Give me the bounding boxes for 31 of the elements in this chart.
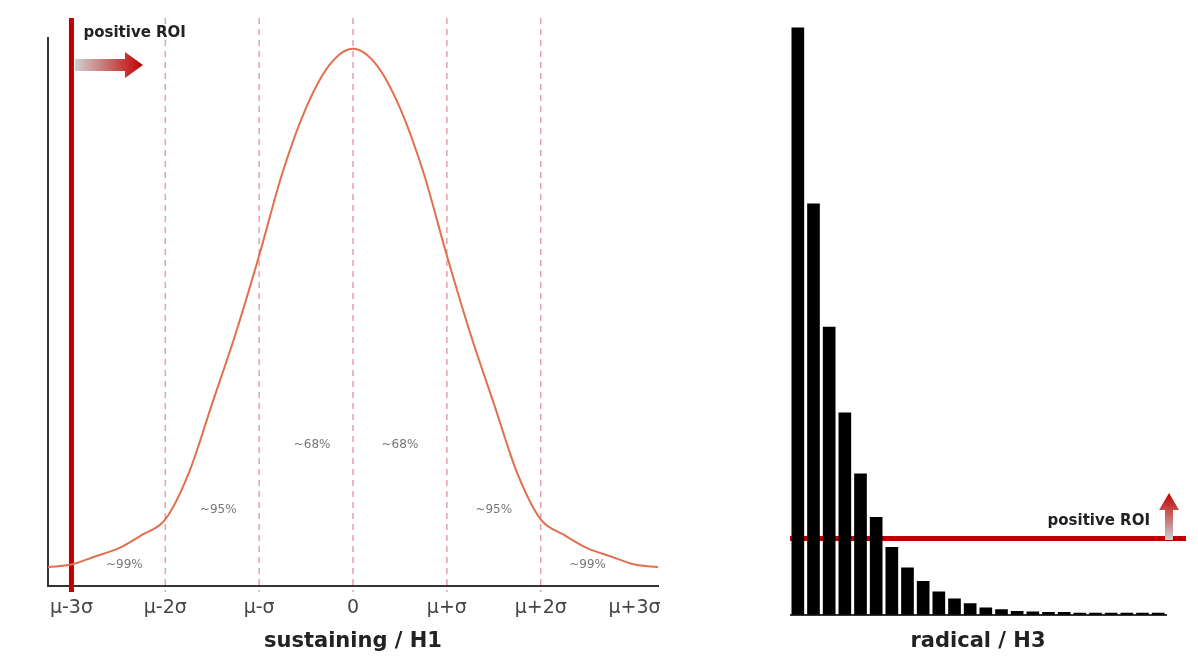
x-axis-title: radical / H3 — [910, 627, 1046, 652]
bar — [901, 567, 914, 615]
ref-line-label: positive ROI — [83, 23, 186, 42]
bar — [854, 473, 867, 615]
x-tick-label: μ+3σ — [608, 595, 661, 618]
bar — [932, 591, 946, 615]
annotation: ~68% — [381, 436, 419, 451]
x-tick-label: 0 — [346, 595, 360, 618]
annotation: ~68% — [293, 436, 331, 451]
bar — [885, 546, 899, 615]
bar — [822, 326, 836, 615]
bar — [979, 607, 993, 615]
bar — [807, 203, 820, 615]
ref-line-label: positive ROI — [1047, 510, 1150, 529]
bar — [948, 598, 961, 615]
bar — [791, 27, 805, 615]
bar — [963, 603, 977, 615]
bar — [995, 609, 1008, 615]
x-tick-label: μ+σ — [426, 595, 467, 618]
x-tick-label: μ-2σ — [143, 595, 187, 618]
bar — [838, 412, 852, 615]
annotation: ~95% — [475, 502, 513, 517]
x-tick-label: μ+2σ — [514, 595, 567, 618]
annotation: ~99% — [106, 557, 143, 572]
bar — [869, 517, 883, 615]
annotation: ~95% — [199, 502, 237, 517]
x-axis-title: sustaining / H1 — [264, 627, 442, 652]
annotation: ~99% — [569, 557, 606, 572]
x-tick-label: μ-σ — [243, 595, 275, 618]
x-tick-label: μ-3σ — [49, 595, 93, 618]
bar — [916, 581, 930, 615]
